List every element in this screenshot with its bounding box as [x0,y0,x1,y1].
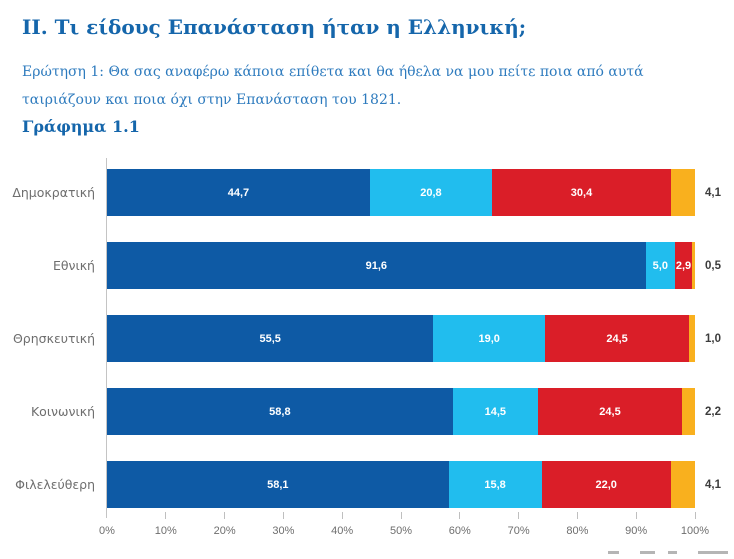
category-label: Φιλελεύθερη [15,477,95,492]
stacked-bar: 91,6 5,0 2,9 [107,242,695,289]
x-tick-label: 30% [272,525,295,537]
x-tick-label: 40% [331,525,354,537]
bar-segment-red: 24,5 [537,388,683,435]
bar-segment-dark-blue: 55,5 [107,315,434,362]
bar-track: 55,5 19,0 24,5 1,0 [107,315,721,362]
bar-segment-red: 30,4 [492,169,671,216]
chart-rows: Δημοκρατική 44,7 20,8 30,4 4,1 Εθνική 91,6 5,0 2… [0,156,734,521]
segment-value-label: 19,0 [478,332,500,345]
bar-segment-red: 24,5 [545,315,690,362]
bar-segment-orange [670,169,695,216]
x-tick-mark [518,512,520,519]
stacked-bar: 58,8 14,5 24,5 [107,388,695,435]
category-label: Θρησκευτική [12,331,95,346]
x-tick-label: 90% [625,525,648,537]
stacked-bar: 44,7 20,8 30,4 [107,169,695,216]
bar-segment-dark-blue: 58,1 [107,461,449,508]
x-tick-mark [576,512,578,519]
x-tick-mark [224,512,226,519]
x-tick-mark [694,512,696,519]
chart-row: Φιλελεύθερη 58,1 15,8 22,0 4,1 [0,448,734,521]
x-tick-label: 70% [507,525,530,537]
stacked-bar-chart: Δημοκρατική 44,7 20,8 30,4 4,1 Εθνική 91,6 5,0 2… [0,156,734,546]
chart-row: Δημοκρατική 44,7 20,8 30,4 4,1 [0,156,734,229]
bar-track: 58,8 14,5 24,5 2,2 [107,388,721,435]
outside-value-label: 4,1 [705,478,721,491]
bar-segment-dark-blue: 44,7 [107,169,370,216]
x-tick-mark [400,512,402,519]
bar-segment-orange [692,242,695,289]
x-tick-label: 20% [213,525,236,537]
clipped-attribution-fragment [608,551,734,557]
segment-value-label: 58,8 [269,405,291,418]
chart-row: Εθνική 91,6 5,0 2,9 0,5 [0,229,734,302]
question-text: Ερώτηση 1: Θα σας αναφέρω κάποια επίθετα… [22,64,644,108]
x-tick-mark [341,512,343,519]
category-label: Δημοκρατική [12,185,95,200]
bar-segment-light-blue: 15,8 [448,461,542,508]
segment-value-label: 24,5 [606,332,628,345]
stacked-bar: 58,1 15,8 22,0 [107,461,695,508]
segment-value-label: 24,5 [599,405,621,418]
outside-value-label: 4,1 [705,186,721,199]
chart-row: Κοινωνική 58,8 14,5 24,5 2,2 [0,375,734,448]
segment-value-label: 58,1 [267,478,289,491]
x-tick-label: 80% [566,525,589,537]
x-tick-mark [282,512,284,519]
segment-value-label: 91,6 [365,259,387,272]
x-tick-label: 50% [389,525,413,537]
segment-value-label: 20,8 [420,186,442,199]
outside-value-label: 1,0 [705,332,721,345]
segment-value-label: 14,5 [484,405,507,418]
x-tick-mark [459,512,461,519]
segment-value-label: 15,8 [484,478,506,491]
chart-title: Γράφημα 1.1 [22,117,140,136]
bar-track: 58,1 15,8 22,0 4,1 [107,461,721,508]
chart-row: Θρησκευτική 55,5 19,0 24,5 1,0 [0,302,734,375]
bar-segment-light-blue: 19,0 [433,315,546,362]
stacked-bar: 55,5 19,0 24,5 [107,315,695,362]
bar-segment-red: 2,9 [674,242,693,289]
x-tick-label: 100% [680,525,710,537]
segment-value-label: 22,0 [595,478,617,491]
bar-segment-light-blue: 5,0 [645,242,675,289]
segment-value-label: 2,9 [675,259,692,272]
bar-segment-orange [682,388,695,435]
segment-value-label: 44,7 [227,186,250,199]
bar-segment-orange [689,315,695,362]
bar-track: 44,7 20,8 30,4 4,1 [107,169,721,216]
section-title: ΙΙ. Τι είδους Επανάσταση ήταν η Ελληνική… [22,15,527,39]
segment-value-label: 55,5 [259,332,281,345]
x-axis: 0% 10% 20% 30% 40% 50% 60% 70% 80% 90% 100% [99,512,709,546]
bar-segment-dark-blue: 58,8 [107,388,453,435]
outside-value-label: 2,2 [705,405,721,418]
category-label: Κοινωνική [30,404,95,419]
y-axis-line [106,158,107,518]
segment-value-label: 5,0 [652,259,668,272]
bar-segment-red: 22,0 [541,461,671,508]
x-tick-label: 10% [154,525,177,537]
bar-segment-light-blue: 14,5 [452,388,538,435]
bar-segment-dark-blue: 91,6 [107,242,646,289]
x-tick-mark [165,512,167,519]
x-tick-label: 0% [99,525,115,537]
category-label: Εθνική [52,258,95,273]
outside-value-label: 0,5 [705,259,721,272]
bar-track: 91,6 5,0 2,9 0,5 [107,242,721,289]
x-tick-label: 60% [448,525,471,537]
segment-value-label: 30,4 [570,186,593,199]
x-tick-mark [635,512,637,519]
bar-segment-orange [670,461,695,508]
bar-segment-light-blue: 20,8 [369,169,493,216]
